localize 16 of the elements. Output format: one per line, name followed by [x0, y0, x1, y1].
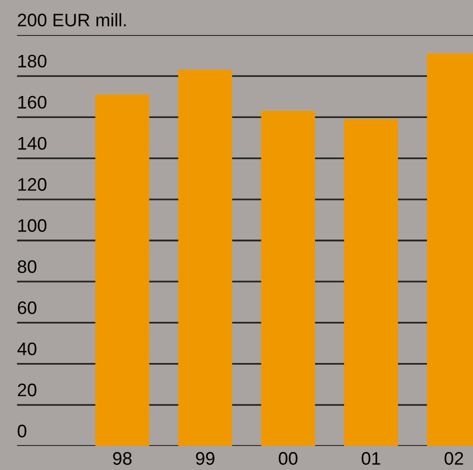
y-tick-label: 100: [18, 219, 46, 232]
y-tick-label: 40: [17, 342, 36, 356]
x-tick-label: 99: [196, 452, 214, 465]
y-tick-label: 0: [18, 424, 26, 438]
y-tick-label: 20: [18, 384, 36, 396]
y-tick-label: 80: [18, 260, 36, 274]
y-tick-label: 60: [18, 301, 36, 314]
x-tick-label: 02: [444, 452, 464, 465]
x-tick-label: 98: [113, 452, 132, 465]
y-tick-label: 200 EUR mill.: [18, 13, 126, 26]
x-tick-label: 01: [362, 452, 380, 465]
x-tick-label: 00: [278, 452, 298, 465]
y-tick-label: 120: [18, 178, 46, 191]
y-tick-label: 140: [18, 136, 46, 150]
y-tick-label: 180: [18, 54, 46, 68]
y-tick-label: 160: [18, 96, 46, 109]
